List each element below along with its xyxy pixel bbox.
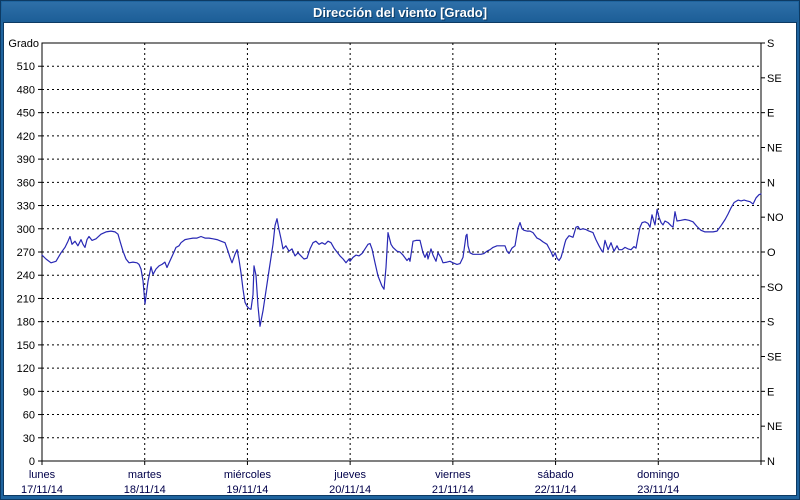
x-day-label: sábado xyxy=(538,469,574,481)
y-right-tick-label: E xyxy=(767,386,774,398)
x-day-label: viernes xyxy=(435,469,471,481)
x-date-label: 23/11/14 xyxy=(637,484,679,496)
x-day-label: lunes xyxy=(29,469,56,481)
y-left-axis-title: Grado xyxy=(8,38,39,50)
x-date-label: 17/11/14 xyxy=(21,484,63,496)
chart-area: 0 30 60 90 120 150 180 210 240 270 300 330 360 390 420… xyxy=(3,22,797,496)
y-right-tick-label: O xyxy=(767,247,776,259)
wind-direction-chart: 0 30 60 90 120 150 180 210 240 270 300 330 360 390 420… xyxy=(8,38,784,496)
x-date-label: 21/11/14 xyxy=(432,484,474,496)
y-left-tick-label: 210 xyxy=(17,293,35,305)
x-date-label: 22/11/14 xyxy=(535,484,577,496)
x-date-label: 19/11/14 xyxy=(226,484,268,496)
y-left-tick-label: 150 xyxy=(17,340,35,352)
y-left-tick-label: 360 xyxy=(17,177,35,189)
series-line xyxy=(41,193,762,327)
x-date-label: 18/11/14 xyxy=(124,484,166,496)
x-date-label: 20/11/14 xyxy=(329,484,371,496)
y-left-tick-label: 90 xyxy=(23,386,35,398)
y-left-tick-label: 390 xyxy=(17,154,35,166)
y-left-tick-label: 330 xyxy=(17,201,35,213)
y-left-tick-label: 300 xyxy=(17,224,35,236)
y-right-tick-label: NO xyxy=(767,212,784,224)
y-right-tick-label: SO xyxy=(767,282,783,294)
y-right-tick-label: NE xyxy=(767,421,782,433)
y-right-tick-label: NE xyxy=(767,143,782,155)
y-right-tick-label: S xyxy=(767,38,774,50)
y-right-tick-label: N xyxy=(767,177,775,189)
title-bar: Dirección del viento [Grado] xyxy=(2,2,798,22)
y-right-tick-label: S xyxy=(767,317,774,329)
x-day-label: martes xyxy=(128,469,162,481)
y-left-tick-label: 30 xyxy=(23,433,35,445)
x-day-label: jueves xyxy=(333,469,366,481)
y-left-tick-label: 480 xyxy=(17,84,35,96)
y-right-tick-label: SE xyxy=(767,73,782,85)
y-left-tick-label: 270 xyxy=(17,247,35,259)
y-left-tick-label: 120 xyxy=(17,363,35,375)
plot-border xyxy=(41,42,762,462)
y-left-tick-label: 180 xyxy=(17,317,35,329)
x-day-label: domingo xyxy=(637,469,679,481)
y-left-tick-label: 420 xyxy=(17,131,35,143)
y-left-tick-label: 450 xyxy=(17,108,35,120)
y-left-tick-label: 0 xyxy=(29,456,35,468)
y-right-tick-label: N xyxy=(767,456,775,468)
y-left-tick-label: 240 xyxy=(17,270,35,282)
x-day-label: miércoles xyxy=(224,469,272,481)
y-left-tick-label: 60 xyxy=(23,410,35,422)
y-left-tick-label: 510 xyxy=(17,61,35,73)
window-title: Dirección del viento [Grado] xyxy=(312,4,488,20)
y-right-tick-label: E xyxy=(767,108,774,120)
y-right-tick-label: SE xyxy=(767,352,782,364)
